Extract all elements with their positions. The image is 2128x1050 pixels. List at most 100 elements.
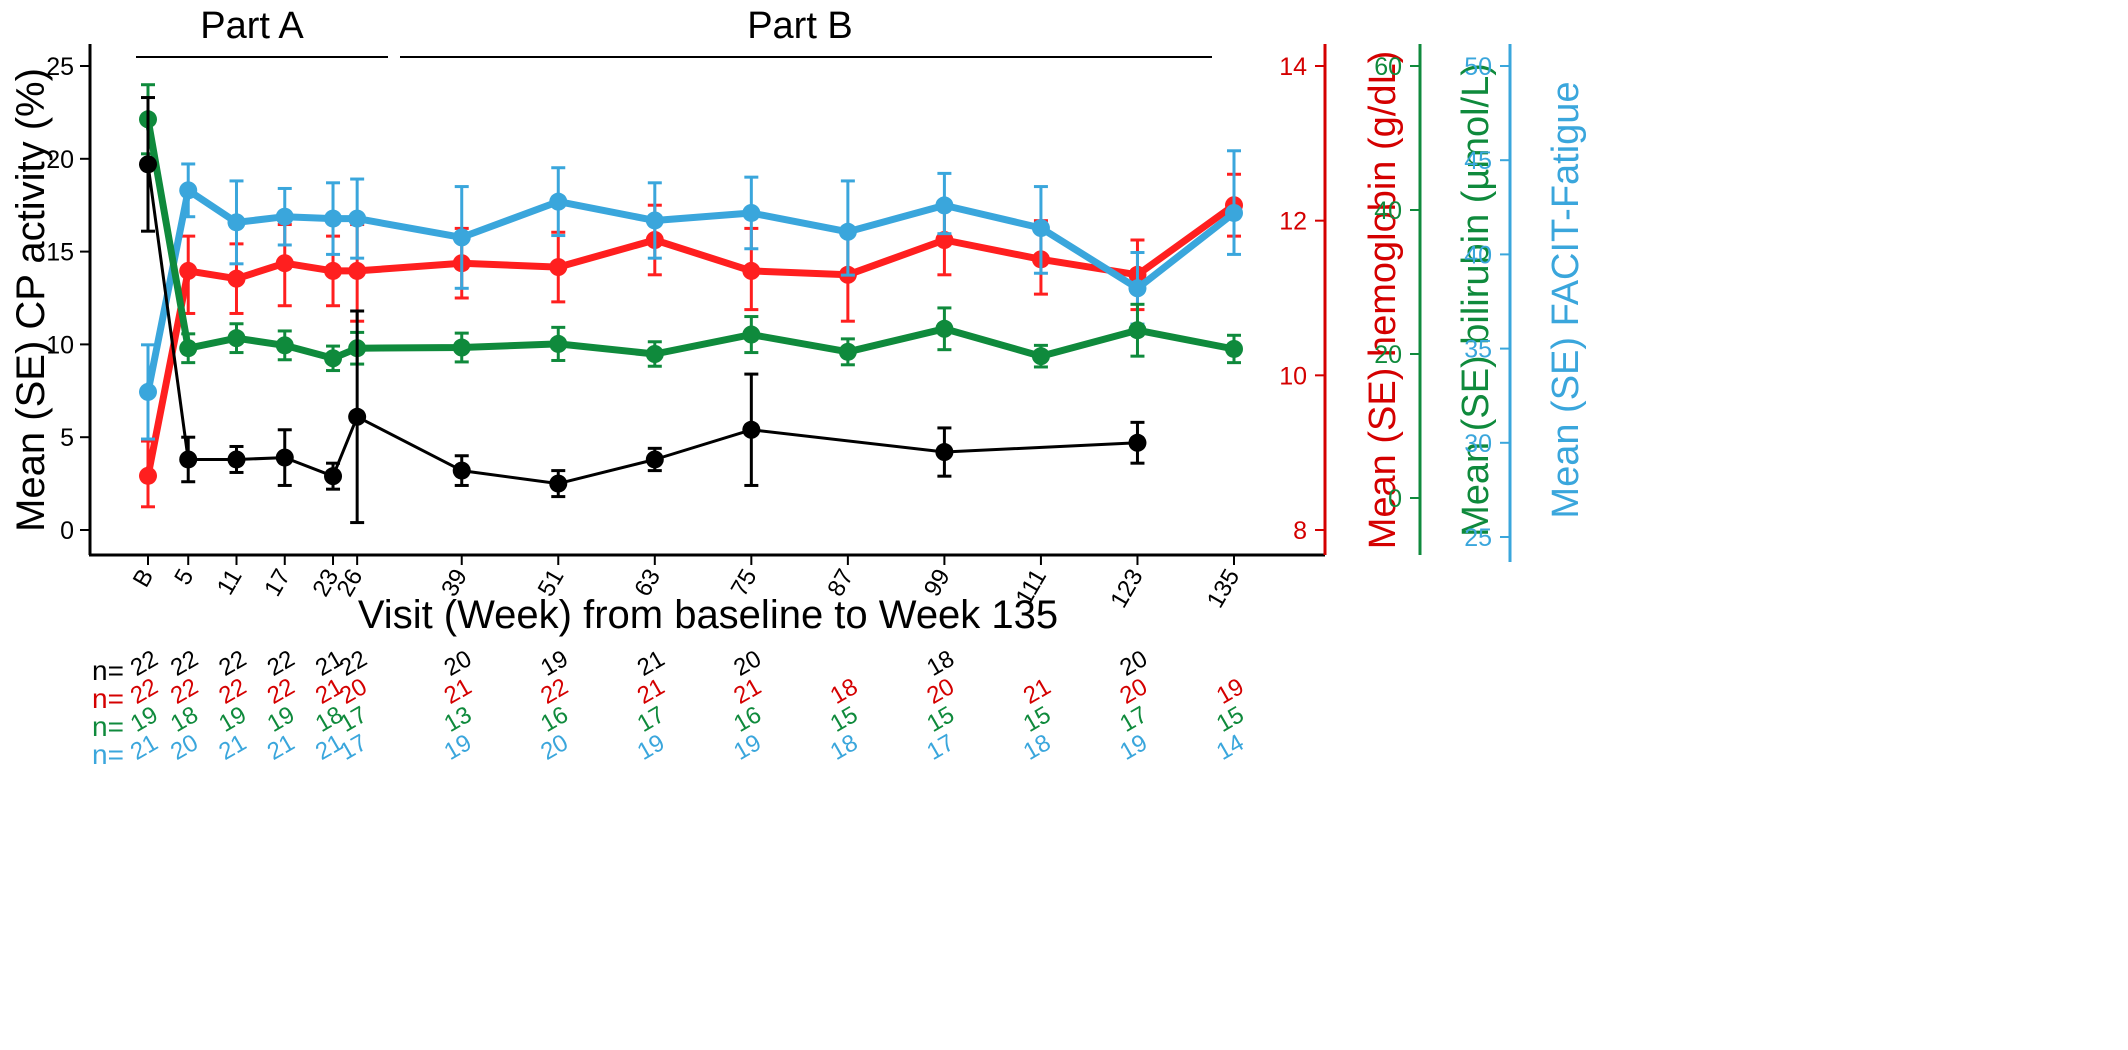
data-point xyxy=(324,349,343,368)
x-axis-tick-label: 17 xyxy=(259,565,296,602)
data-point xyxy=(348,261,367,280)
data-point xyxy=(139,155,157,174)
n-value: 20 xyxy=(536,729,573,766)
n-value: 21 xyxy=(214,729,251,766)
n-row-label: n= xyxy=(92,739,124,770)
fatigue-axis-title: Mean (SE) FACIT-Fatigue xyxy=(1545,81,1587,518)
data-point xyxy=(275,448,294,467)
data-point xyxy=(838,342,857,361)
n-row-label: n= xyxy=(92,655,124,686)
data-point xyxy=(1128,433,1147,452)
bili-axis-tick-label: 0 xyxy=(1388,485,1402,513)
data-point xyxy=(324,209,343,228)
cp-axis-tick-label: 25 xyxy=(46,53,74,81)
hgb-axis-title: Mean (SE) hemoglobin (g/dL) xyxy=(1362,51,1404,549)
data-point xyxy=(935,443,954,462)
x-axis-tick-label: B xyxy=(128,565,159,592)
data-point xyxy=(645,345,664,363)
data-point xyxy=(742,261,761,280)
n-value: 20 xyxy=(166,729,203,766)
data-point xyxy=(324,261,343,280)
fatigue-axis-tick-label: 35 xyxy=(1464,336,1492,364)
series-fatigue xyxy=(139,149,1243,441)
data-point xyxy=(935,319,954,338)
cp-axis-title: Mean (SE) CP activity (%) xyxy=(9,68,53,532)
data-point xyxy=(645,211,664,230)
data-point xyxy=(275,336,294,355)
n-value: 21 xyxy=(263,729,300,766)
n-value: 17 xyxy=(922,729,959,766)
n-value: 19 xyxy=(633,729,670,766)
series-bili xyxy=(139,83,1243,373)
x-axis-tick-label: 123 xyxy=(1105,565,1148,613)
data-point xyxy=(742,203,761,222)
cp-axis-tick-label: 20 xyxy=(46,146,74,174)
data-point xyxy=(1225,339,1243,358)
data-point xyxy=(1225,203,1243,222)
data-point xyxy=(452,228,471,247)
hgb-axis-tick-label: 12 xyxy=(1279,208,1307,236)
n-value: 17 xyxy=(335,729,372,766)
n-value: 19 xyxy=(440,729,477,766)
x-axis-tick-label: 135 xyxy=(1202,565,1245,613)
data-point xyxy=(549,474,568,493)
data-point xyxy=(549,334,568,353)
cp-axis-tick-label: 10 xyxy=(46,331,74,359)
n-value: 18 xyxy=(826,729,863,766)
fatigue-axis-tick-label: 30 xyxy=(1464,430,1492,458)
data-point xyxy=(1128,279,1147,298)
cp-axis-tick-label: 5 xyxy=(60,424,74,452)
data-point xyxy=(1031,219,1050,238)
data-point xyxy=(227,213,246,232)
n-row-label: n= xyxy=(92,683,124,714)
data-point xyxy=(452,461,471,480)
data-point xyxy=(227,329,246,348)
hgb-axis-tick-label: 10 xyxy=(1279,362,1307,390)
data-point xyxy=(742,325,761,344)
data-point xyxy=(549,192,568,211)
series-line xyxy=(144,118,1235,362)
n-value: 18 xyxy=(1019,729,1056,766)
data-point xyxy=(1128,321,1147,340)
data-point xyxy=(227,450,246,469)
data-point xyxy=(1031,347,1050,366)
data-point xyxy=(139,382,157,401)
x-axis-tick-label: 5 xyxy=(169,565,199,590)
bili-axis-tick-label: 20 xyxy=(1374,341,1402,369)
data-point xyxy=(139,466,157,485)
data-point xyxy=(324,467,343,486)
data-point xyxy=(227,269,246,288)
fatigue-axis-tick-label: 50 xyxy=(1464,53,1492,81)
fatigue-axis-tick-label: 45 xyxy=(1464,147,1492,175)
data-point xyxy=(452,338,471,357)
data-point xyxy=(179,450,198,469)
bili-axis-tick-label: 60 xyxy=(1374,53,1402,81)
phase-brackets: Part A Part B xyxy=(136,5,1212,58)
n-value: 19 xyxy=(729,729,766,766)
series-cp xyxy=(139,96,1147,525)
data-point xyxy=(348,407,367,426)
series-line xyxy=(144,186,1237,393)
data-point xyxy=(742,420,761,439)
fatigue-axis-tick-label: 25 xyxy=(1464,524,1492,552)
data-point xyxy=(179,181,198,200)
data-point xyxy=(179,261,198,280)
series-hgb xyxy=(139,172,1243,509)
chart-series xyxy=(139,83,1243,525)
cp-axis-tick-label: 15 xyxy=(46,239,74,267)
phase-label: Part B xyxy=(747,5,853,47)
data-point xyxy=(549,258,568,277)
x-axis-title: Visit (Week) from baseline to Week 135 xyxy=(358,593,1058,637)
n-value: 19 xyxy=(1115,729,1152,766)
phase-label: Part A xyxy=(200,5,304,47)
bili-axis-title: Mean (SE) bilirubin (µmol/L) xyxy=(1455,63,1497,537)
data-point xyxy=(275,254,294,273)
data-point xyxy=(275,207,294,226)
n-row-label: n= xyxy=(92,711,124,742)
fatigue-axis-tick-label: 40 xyxy=(1464,241,1492,269)
n-value: 14 xyxy=(1212,729,1249,766)
data-point xyxy=(645,450,664,469)
